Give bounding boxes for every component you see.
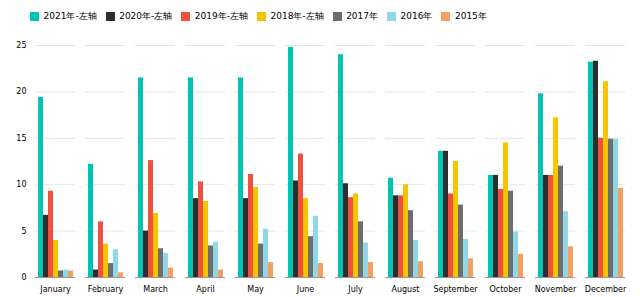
html-text:2015年: 2015年 <box>454 11 487 21</box>
html-text:2020年-左轴: 2020年-左轴 <box>119 11 173 21</box>
svg-text:May: May <box>247 285 264 294</box>
svg-text:10: 10 <box>16 180 26 189</box>
svg-text:August: August <box>392 285 420 294</box>
svg-text:July: July <box>347 285 363 294</box>
html-text:2019年-左轴: 2019年-左轴 <box>194 11 248 21</box>
svg-text:November: November <box>535 285 577 294</box>
svg-text:December: December <box>585 285 627 294</box>
html-text:2016年: 2016年 <box>400 11 433 21</box>
svg-text:5: 5 <box>21 227 26 236</box>
svg-text:February: February <box>88 285 124 294</box>
svg-text:25: 25 <box>16 41 26 50</box>
html-text:2017年: 2017年 <box>346 11 378 21</box>
svg-text:January: January <box>39 285 71 294</box>
svg-text:20: 20 <box>16 87 26 96</box>
svg-text:October: October <box>489 285 522 294</box>
html-text:2021年-左轴: 2021年-左轴 <box>43 11 97 21</box>
svg-text:September: September <box>433 285 478 294</box>
html-text:2018年-左轴: 2018年-左轴 <box>270 11 324 21</box>
svg-text:March: March <box>143 285 167 294</box>
svg-text:15: 15 <box>16 134 26 143</box>
svg-text:June: June <box>296 285 315 294</box>
svg-text:April: April <box>196 285 214 294</box>
svg-text:0: 0 <box>21 273 26 282</box>
